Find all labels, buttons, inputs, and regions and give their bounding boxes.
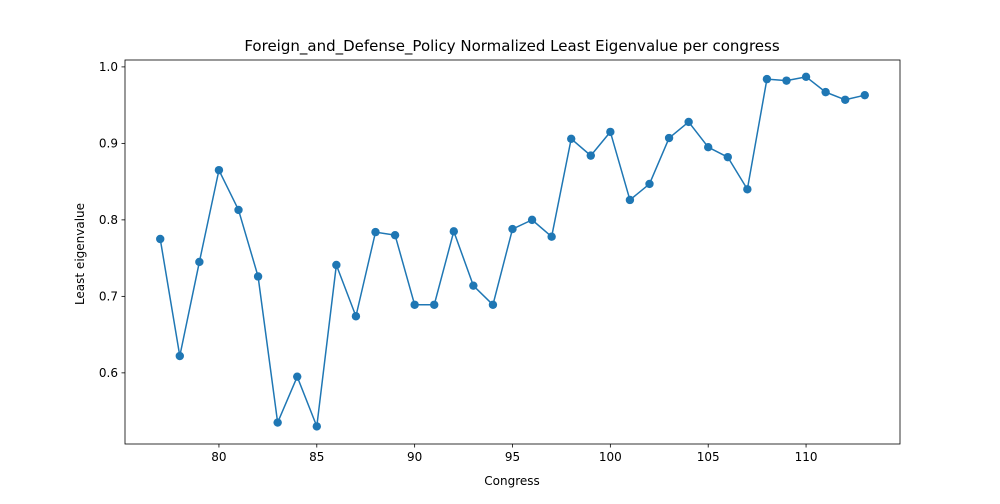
x-axis-label: Congress (484, 474, 540, 488)
series-line (159, 76, 865, 428)
y-tick-label: 0.6 (99, 366, 118, 380)
data-point (508, 224, 517, 234)
data-point (743, 185, 752, 194)
data-point (449, 227, 458, 236)
data-point (586, 151, 595, 160)
data-point (841, 95, 850, 104)
data-point (312, 422, 321, 431)
data-point (527, 215, 537, 225)
x-tick-label: 105 (697, 450, 720, 464)
data-point (469, 281, 478, 290)
data-point (351, 312, 361, 321)
data-point (488, 300, 498, 309)
data-point (175, 351, 184, 361)
data-point (606, 127, 615, 137)
data-point (625, 195, 635, 205)
x-tick-label: 100 (599, 450, 622, 464)
chart-title: Foreign_and_Defense_Policy Normalized Le… (244, 37, 779, 56)
data-point (664, 133, 674, 143)
data-point (430, 300, 439, 309)
data-point (547, 232, 556, 241)
axes-frame (124, 59, 901, 445)
data-point (782, 76, 791, 85)
data-point (801, 72, 811, 82)
x-tick-label: 110 (795, 450, 818, 464)
data-point (762, 74, 772, 84)
y-axis-label: Least eigenvalue (73, 203, 87, 305)
data-point (567, 134, 576, 143)
y-tick-label: 1.0 (99, 60, 118, 74)
data-point (293, 372, 302, 381)
data-point (723, 152, 732, 162)
x-tick-label: 85 (309, 450, 324, 464)
data-point (214, 165, 224, 175)
data-point (390, 230, 400, 240)
data-point (273, 418, 282, 427)
data-point (684, 117, 693, 127)
data-point (860, 90, 869, 100)
data-point (704, 143, 713, 152)
x-tick-label: 80 (211, 450, 226, 464)
data-point (821, 87, 830, 97)
data-point (195, 257, 204, 267)
data-point (645, 179, 654, 189)
y-tick-label: 0.9 (99, 136, 118, 150)
data-point (332, 260, 341, 270)
data-point (253, 272, 263, 281)
y-tick-label: 0.7 (99, 289, 118, 303)
data-point (371, 227, 380, 237)
x-tick-label: 90 (407, 450, 422, 464)
x-tick-label: 95 (505, 450, 520, 464)
plot-area: 80 85 90 95 100 105 110 0.6 0.7 0.8 0.9 1.0 (99, 59, 901, 464)
y-tick-label: 0.8 (99, 213, 118, 227)
data-point (156, 234, 165, 244)
data-point (234, 205, 243, 215)
data-point (410, 300, 419, 309)
